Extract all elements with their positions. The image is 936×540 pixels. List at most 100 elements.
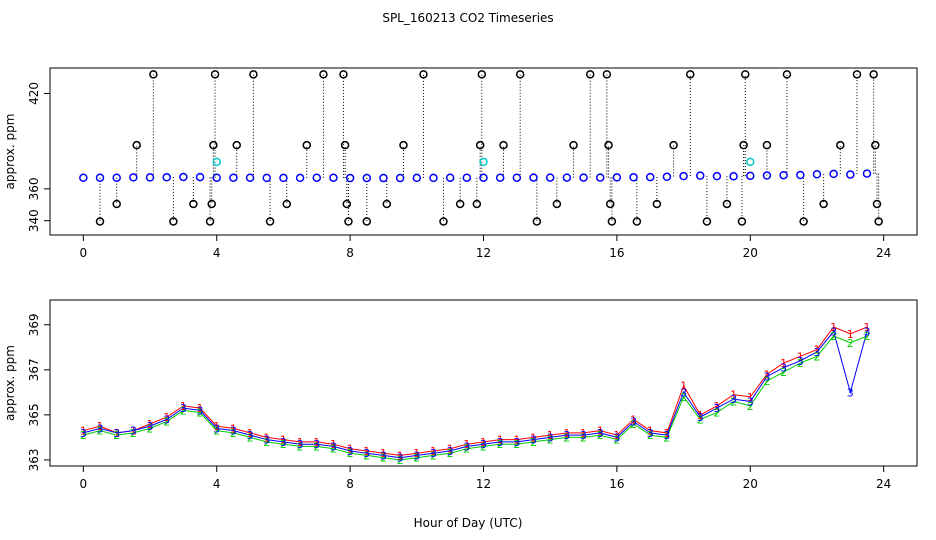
x-tick-label: 8 <box>346 246 354 260</box>
spike-point <box>669 140 678 150</box>
data-point <box>212 173 221 182</box>
y-tick-label: 360 <box>27 177 41 200</box>
point-marker: 3 <box>797 355 804 368</box>
point-marker: 3 <box>763 371 770 384</box>
point-marker: 3 <box>80 427 87 440</box>
point-marker: 3 <box>347 445 354 458</box>
y-tick-label: 363 <box>27 448 41 471</box>
spike-point <box>249 70 258 79</box>
point-marker: 3 <box>547 431 554 444</box>
point-marker: 3 <box>863 326 870 339</box>
x-tick-label: 12 <box>476 246 491 260</box>
series-line <box>83 326 868 456</box>
x-tick-label: 16 <box>609 477 624 491</box>
point-marker: 3 <box>363 447 370 460</box>
point-marker: 1 <box>330 438 337 451</box>
spike-point <box>872 199 882 209</box>
spike-point <box>419 70 428 79</box>
highlight-point <box>479 157 488 167</box>
point-marker: 1 <box>230 422 237 435</box>
point-marker: 2 <box>147 422 154 435</box>
point-marker: 3 <box>147 420 154 433</box>
spike-point <box>604 140 613 150</box>
spike-point <box>209 140 218 150</box>
spike-point <box>871 140 880 150</box>
point-marker: 1 <box>380 447 387 460</box>
spike-point <box>339 70 348 79</box>
point-marker: 1 <box>430 445 437 458</box>
point-marker: 2 <box>263 436 270 449</box>
point-marker: 3 <box>113 427 120 440</box>
y-tick-label: 365 <box>27 403 41 426</box>
point-marker: 1 <box>297 436 304 449</box>
point-marker: 1 <box>147 418 154 431</box>
data-point <box>746 171 755 181</box>
point-marker: 2 <box>780 366 787 379</box>
spike-point <box>874 217 883 226</box>
data-point <box>579 173 588 182</box>
series-line <box>83 330 868 459</box>
data-point <box>812 169 822 179</box>
spike-point <box>205 217 215 226</box>
spike-point <box>189 199 198 209</box>
x-tick-label: 0 <box>80 477 88 491</box>
highlight-point <box>212 157 221 167</box>
point-marker: 1 <box>547 429 554 442</box>
spike-point <box>869 70 878 79</box>
point-marker: 1 <box>347 443 354 456</box>
x-tick-label: 12 <box>476 477 491 491</box>
point-marker: 3 <box>680 386 687 399</box>
point-marker: 3 <box>513 436 520 449</box>
data-point <box>195 172 205 182</box>
point-marker: 3 <box>847 386 854 399</box>
point-marker: 2 <box>697 413 704 426</box>
point-marker: 2 <box>563 431 570 444</box>
data-point <box>95 173 105 182</box>
point-marker: 1 <box>630 413 637 426</box>
spike-point <box>819 199 828 209</box>
spike-point <box>737 217 747 226</box>
data-point <box>662 172 672 182</box>
point-marker: 2 <box>513 438 520 451</box>
point-marker: 3 <box>230 425 237 438</box>
spike-point <box>340 140 350 150</box>
data-point <box>829 169 838 179</box>
point-marker: 1 <box>97 420 104 433</box>
data-point <box>329 173 338 182</box>
point-marker: 3 <box>813 346 820 359</box>
spike-point <box>455 199 465 209</box>
point-marker: 1 <box>580 427 587 440</box>
data-point <box>462 173 472 182</box>
spike-point <box>342 199 352 209</box>
y-tick-label: 369 <box>27 313 41 336</box>
point-marker: 3 <box>530 434 537 447</box>
point-marker: 2 <box>480 440 487 453</box>
point-marker: 2 <box>630 418 637 431</box>
y-axis-label: approx. ppm <box>3 114 17 190</box>
spike-point <box>132 140 141 150</box>
spike-point <box>382 199 392 209</box>
point-marker: 1 <box>513 434 520 447</box>
point-marker: 3 <box>280 436 287 449</box>
point-marker: 2 <box>363 449 370 462</box>
point-marker: 1 <box>480 436 487 449</box>
data-point <box>429 173 438 183</box>
data-point <box>179 172 188 182</box>
data-point <box>229 173 238 182</box>
x-tick-label: 8 <box>346 477 354 491</box>
point-marker: 1 <box>80 425 87 438</box>
point-marker: 1 <box>263 431 270 444</box>
point-marker: 2 <box>613 434 620 447</box>
x-tick-label: 20 <box>743 246 758 260</box>
point-marker: 2 <box>380 452 387 465</box>
spike-point <box>477 70 487 79</box>
point-marker: 1 <box>463 438 470 451</box>
point-marker: 2 <box>813 350 820 363</box>
point-marker: 2 <box>580 431 587 444</box>
x-tick-label: 24 <box>876 477 891 491</box>
point-marker: 1 <box>213 420 220 433</box>
point-marker: 3 <box>647 427 654 440</box>
spike-point <box>532 217 542 226</box>
point-marker: 1 <box>180 400 187 413</box>
y-tick-label: 420 <box>27 82 41 105</box>
